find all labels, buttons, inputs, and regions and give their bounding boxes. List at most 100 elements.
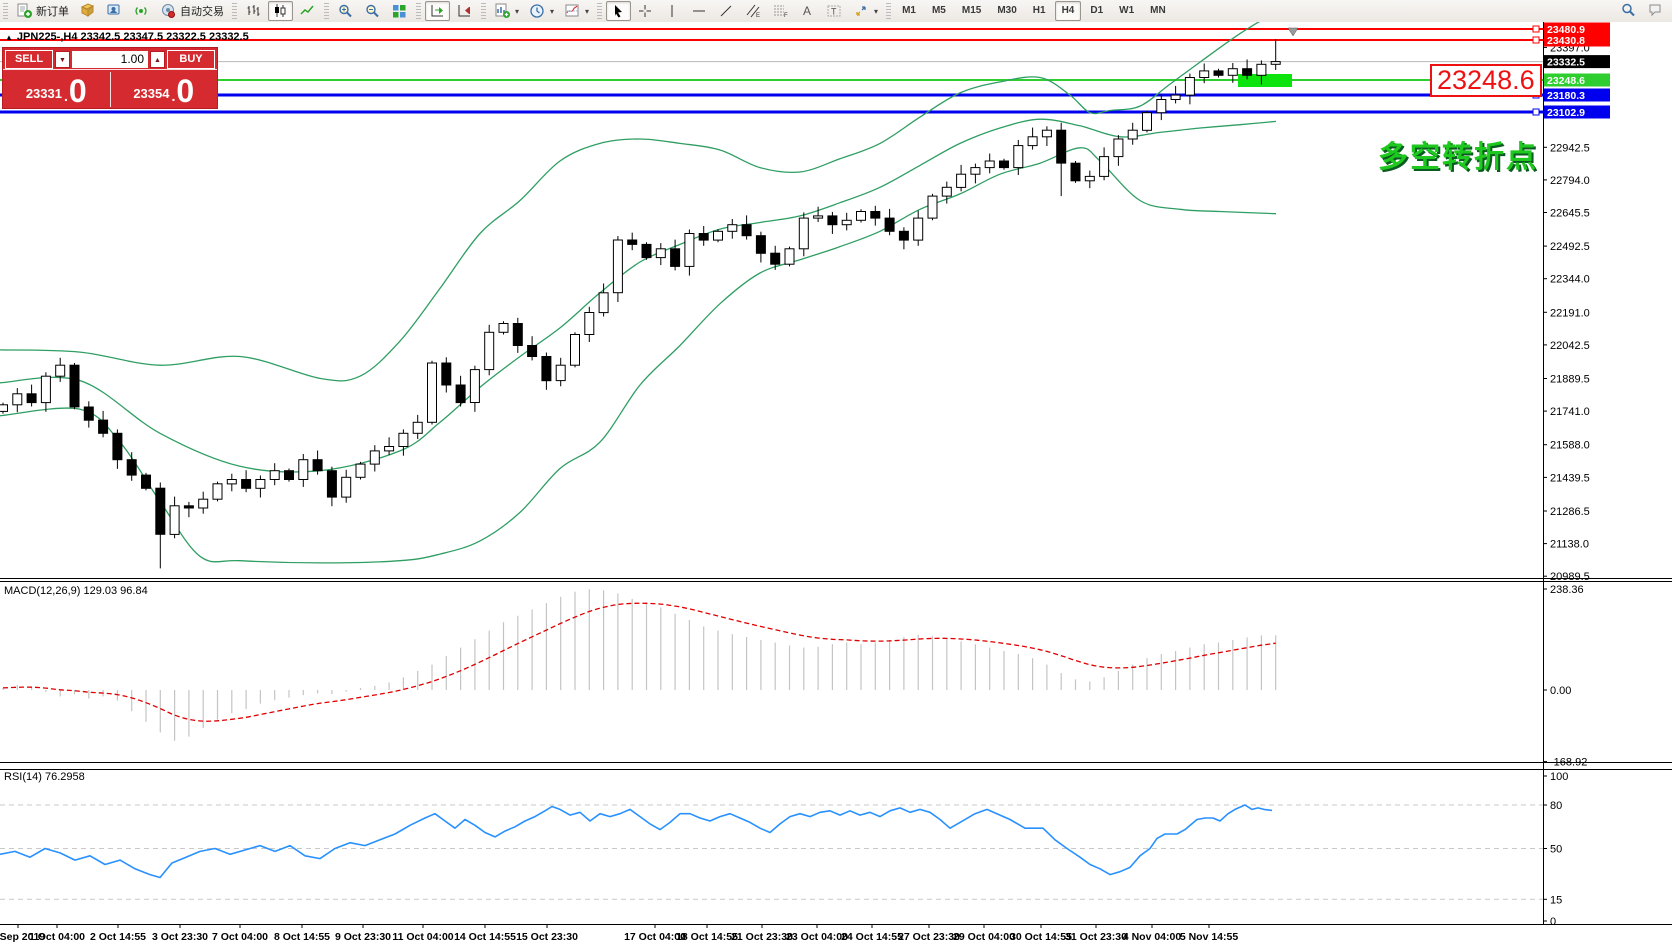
line-chart-button[interactable] (295, 1, 320, 21)
channel-button[interactable]: E (741, 1, 766, 21)
crosshair-button[interactable] (633, 1, 658, 21)
buy-price-big-digit: 0 (176, 73, 195, 109)
arrow-down-marker[interactable] (1287, 27, 1299, 37)
price-badge-value: 23248.6 (1547, 75, 1585, 87)
chart-canvas[interactable]: 23397.022942.522794.022645.522492.522344… (0, 22, 1672, 947)
new-chart-icon (494, 3, 511, 19)
market-depth-button[interactable] (75, 1, 100, 21)
terminal-icon (106, 3, 123, 19)
timeframe-m1-button[interactable]: M1 (902, 5, 916, 16)
new-order-label: 新订单 (36, 6, 69, 18)
line-handle[interactable] (1532, 36, 1540, 44)
sell-price-main: 23331 (25, 86, 62, 101)
bar-chart-button[interactable] (241, 1, 266, 21)
price-level-label[interactable]: 23248.6 (1430, 64, 1542, 97)
cursor-icon (610, 3, 627, 19)
toolbar-grip (597, 3, 603, 19)
rsi-axis-label: 80 (1550, 800, 1562, 812)
line-handle[interactable] (1532, 108, 1540, 116)
one-click-trade-panel: SELL ▼ 1.00 ▲ BUY 23331 . 0 23354 . 0 (2, 47, 218, 109)
text-button[interactable]: A (795, 1, 820, 21)
hline-button[interactable] (687, 1, 712, 21)
bollinger-lower-band[interactable] (0, 147, 1277, 564)
highlight-rectangle[interactable] (1238, 74, 1292, 87)
price-tick-label: 22191.0 (1550, 307, 1590, 319)
toolbar-grip (416, 3, 421, 19)
price-badge (1544, 22, 1610, 36)
hline-icon (691, 3, 708, 19)
cursor-button[interactable] (606, 1, 632, 21)
bollinger-upper-band[interactable] (0, 22, 1276, 382)
svg-text:F: F (784, 13, 788, 19)
new-order-button[interactable]: 新订单 (12, 1, 73, 21)
timeframe-h1-button[interactable]: H1 (1032, 5, 1046, 16)
autotrade-icon (160, 3, 177, 19)
price-badge-value: 23430.8 (1547, 35, 1585, 47)
indicators-icon (564, 3, 581, 19)
symbol-ohlc-text: JPN225-,H4 23342.5 23347.5 23322.5 23332… (16, 31, 249, 43)
tile-windows-button[interactable] (387, 1, 412, 21)
indicators-button[interactable]: ▾ (560, 1, 593, 21)
vline-icon (664, 3, 681, 19)
chart-annotation-text[interactable]: 多空转折点 (1378, 141, 1538, 174)
toolbar-grip (886, 3, 892, 19)
zoom-in-button[interactable] (333, 1, 358, 21)
timeframe-w1-button[interactable]: W1 (1119, 5, 1135, 16)
macd-axis-label: 238.36 (1550, 584, 1584, 596)
label-button[interactable]: T (822, 1, 847, 21)
timeframe-d1-button[interactable]: D1 (1090, 5, 1104, 16)
arrows-button[interactable]: ▾ (849, 1, 882, 21)
symbol-info-bar: ▲ JPN225-,H4 23342.5 23347.5 23322.5 233… (5, 31, 249, 43)
auto-scroll-icon (456, 3, 473, 19)
vline-button[interactable] (660, 1, 685, 21)
price-badge (1544, 105, 1610, 119)
time-tick-label: 23 Oct 04:00 (786, 931, 848, 943)
bar-chart-icon (245, 3, 262, 19)
timeframe-m15-button[interactable]: M15 (961, 5, 982, 16)
timeframe-m30-button[interactable]: M30 (997, 5, 1017, 16)
time-tick-label: 17 Oct 04:00 (624, 931, 686, 943)
rsi-line (0, 804, 1273, 879)
terminal-button[interactable] (102, 1, 127, 21)
toolbar-grip (481, 3, 486, 19)
candlestick-button[interactable] (268, 1, 293, 21)
sell-price[interactable]: 23331 . 0 (3, 70, 110, 109)
time-tick-label: 24 Oct 14:55 (841, 931, 903, 943)
timeframe-h4-button[interactable]: H4 (1054, 1, 1082, 21)
time-tick-label: 18 Oct 14:55 (676, 931, 738, 943)
search-icon[interactable] (1620, 2, 1637, 21)
svg-text:T: T (831, 7, 837, 17)
zoom-out-button[interactable] (360, 1, 385, 21)
chat-icon[interactable] (1647, 2, 1664, 21)
price-tick-label: 22492.5 (1550, 241, 1590, 253)
line-handle[interactable] (1532, 25, 1540, 33)
volume-up-button[interactable]: ▲ (150, 50, 165, 68)
macd-signal-line (2, 602, 1276, 722)
rsi-indicator-label: RSI(14) 76.2958 (4, 771, 85, 783)
sell-button[interactable]: SELL (5, 49, 53, 69)
autotrade-label: 自动交易 (180, 6, 224, 18)
fibonacci-button[interactable]: F (768, 1, 793, 21)
trendline-button[interactable] (714, 1, 739, 21)
time-tick-label: 30 Oct 14:55 (1010, 931, 1072, 943)
buy-price[interactable]: 23354 . 0 (111, 70, 218, 109)
market-depth-icon (79, 3, 96, 19)
panel-divider (109, 72, 111, 107)
signals-button[interactable] (129, 1, 154, 21)
new-chart-button[interactable]: ▾ (490, 1, 523, 21)
price-tick-label: 22042.5 (1550, 340, 1590, 352)
volume-input[interactable]: 1.00 (72, 50, 148, 68)
timeframe-m5-button[interactable]: M5 (931, 5, 946, 16)
bollinger-middle-band[interactable] (0, 118, 1277, 473)
timeframe-mn-button[interactable]: MN (1150, 5, 1166, 16)
buy-price-dot: . (171, 88, 176, 104)
volume-down-button[interactable]: ▼ (55, 50, 70, 68)
chart-shift-button[interactable] (425, 1, 450, 21)
macd-axis-label: 0.00 (1550, 685, 1571, 697)
price-tick-label: 21741.0 (1550, 406, 1590, 418)
autotrade-button[interactable]: 自动交易 (156, 1, 228, 21)
auto-scroll-button[interactable] (452, 1, 477, 21)
period-button[interactable]: ▾ (525, 1, 558, 21)
buy-button[interactable]: BUY (167, 49, 215, 69)
rsi-pane (0, 804, 1543, 900)
